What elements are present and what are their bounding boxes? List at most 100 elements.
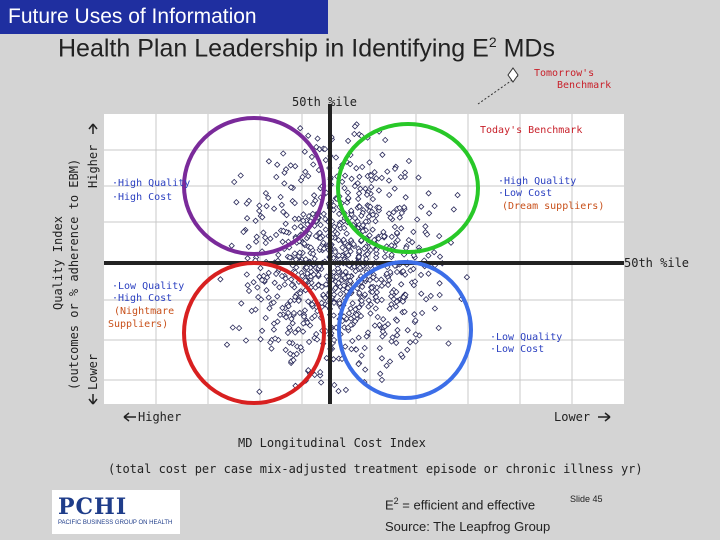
scatter-point [412, 331, 419, 338]
scatter-point [339, 178, 346, 185]
scatter-point [352, 267, 359, 275]
scatter-point [296, 249, 303, 256]
scatter-point [347, 248, 354, 255]
scatter-point [287, 350, 294, 357]
scatter-point [347, 305, 354, 312]
scatter-point [243, 215, 251, 222]
scatter-point [361, 344, 368, 352]
scatter-point [394, 326, 401, 334]
scatter-point [391, 165, 399, 172]
scatter-point [253, 233, 260, 240]
scatter-point [312, 197, 319, 204]
x-axis-title: MD Longitudinal Cost Index [238, 436, 426, 450]
scatter-point [322, 156, 329, 164]
scatter-point [386, 191, 393, 199]
scatter-point [373, 175, 380, 182]
scatter-point [305, 338, 313, 346]
scatter-point [281, 180, 288, 187]
scatter-point [313, 143, 320, 151]
scatter-point [355, 253, 363, 261]
scatter-point [351, 318, 359, 325]
scatter-point [393, 268, 401, 276]
scatter-point [348, 211, 355, 218]
slide-number: Slide 45 [570, 494, 603, 504]
scatter-point [367, 172, 375, 179]
scatter-point [339, 244, 346, 251]
scatter-point [450, 206, 457, 213]
scatter-point [414, 216, 421, 223]
page-title: Health Plan Leadership in Identifying E2… [58, 34, 555, 63]
x-axis-subtitle: (total cost per case mix-adjusted treatm… [108, 462, 643, 476]
scatter-point [320, 245, 328, 252]
scatter-point [331, 381, 338, 389]
scatter-point [373, 250, 380, 257]
scatter-point [257, 336, 264, 343]
scatter-point [401, 169, 409, 176]
scatter-point [262, 190, 270, 197]
scatter-point [365, 297, 372, 304]
scatter-point [345, 252, 352, 259]
scatter-point [375, 235, 382, 242]
scatter-point [353, 346, 360, 353]
scatter-point [374, 297, 381, 305]
scatter-point [274, 161, 281, 168]
efficient-sup: 2 [393, 496, 399, 506]
scatter-point [356, 203, 363, 210]
scatter-point [398, 281, 405, 288]
scatter-point [295, 297, 302, 304]
scatter-point [322, 294, 329, 302]
scatter-point [405, 157, 413, 165]
scatter-point [344, 189, 352, 196]
scatter-point [388, 338, 395, 345]
scatter-point [299, 173, 306, 181]
scatter-point [355, 190, 363, 197]
scatter-point [425, 252, 432, 259]
scatter-point [297, 290, 304, 297]
scatter-point [229, 324, 236, 331]
scatter-point [243, 200, 250, 207]
scatter-point [356, 248, 363, 255]
scatter-point [418, 203, 425, 210]
scatter-point [274, 318, 281, 325]
scatter-point [306, 322, 314, 329]
scatter-point [341, 184, 348, 192]
scatter-point [356, 173, 363, 180]
scatter-point [280, 208, 287, 216]
scatter-point [332, 284, 339, 292]
today-benchmark-label: Today's Benchmark [480, 125, 582, 136]
pchi-logo-subtext: PACIFIC BUSINESS GROUP ON HEALTH [58, 520, 173, 526]
scatter-point [238, 300, 245, 307]
scatter-point [276, 311, 284, 318]
scatter-point [273, 173, 280, 181]
scatter-point [350, 241, 357, 248]
x-axis-lower-text: Lower [554, 410, 590, 424]
scatter-point [302, 168, 309, 175]
scatter-point [305, 132, 312, 139]
scatter-point [394, 236, 401, 244]
scatter-point [288, 281, 296, 289]
quadrant-circle-high-quality-high-cost [182, 116, 326, 256]
scatter-point [330, 336, 338, 344]
scatter-point [292, 329, 299, 336]
scatter-point [385, 177, 393, 184]
scatter-point [386, 358, 394, 365]
scatter-point [288, 276, 295, 283]
scatter-point [349, 300, 356, 307]
scatter-point [286, 324, 293, 331]
scatter-point [295, 326, 302, 333]
scatter-point [282, 314, 290, 321]
scatter-point [366, 232, 373, 239]
scatter-point [330, 299, 338, 306]
scatter-point [355, 304, 363, 311]
scatter-point [291, 215, 298, 222]
scatter-point [345, 310, 353, 317]
scatter-point [425, 190, 432, 197]
scatter-point [300, 211, 307, 218]
scatter-point [318, 299, 325, 307]
scatter-point [431, 305, 439, 312]
scatter-point [412, 317, 419, 324]
scatter-point [300, 313, 308, 320]
scatter-point [391, 223, 399, 231]
scatter-point [369, 226, 376, 233]
scatter-point [301, 148, 308, 155]
